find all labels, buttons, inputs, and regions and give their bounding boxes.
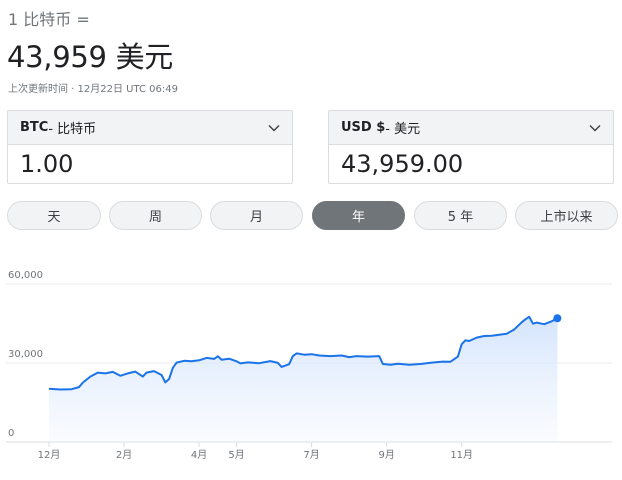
range-button-5-year[interactable]: 5 年 (414, 201, 507, 230)
range-button-year[interactable]: 年 (312, 201, 405, 230)
from-currency-code: BTC (20, 120, 49, 135)
current-price-dot[interactable] (553, 314, 562, 323)
conversion-header: 1 比特币 = (8, 10, 90, 29)
x-tick-label: 9月 (378, 449, 394, 461)
range-button-day[interactable]: 天 (7, 201, 101, 230)
range-button-week[interactable]: 周 (109, 201, 202, 230)
to-amount-input[interactable] (329, 145, 611, 183)
y-tick-label: 30,000 (8, 349, 43, 360)
range-button-month[interactable]: 月 (210, 201, 303, 230)
to-currency-name: - 美元 (385, 122, 421, 137)
converted-value: 43,959 美元 (7, 40, 173, 74)
x-tick-label: 5月 (228, 449, 244, 461)
to-currency-code: USD $ (341, 120, 386, 135)
price-line (48, 315, 558, 391)
to-currency-select[interactable]: USD $ - 美元 (329, 111, 613, 145)
range-button-since-launch[interactable]: 上市以来 (515, 201, 618, 230)
y-tick-label: 60,000 (8, 270, 43, 281)
from-currency-name: - 比特币 (48, 122, 97, 137)
price-chart: 0 30,000 60,000 12月 2月 4月 5月 7月 9月 11月 (6, 270, 612, 461)
x-tick-label: 7月 (303, 449, 319, 461)
price-area (49, 316, 558, 442)
x-tick-label: 11月 (450, 449, 473, 461)
x-tick-label: 4月 (191, 449, 207, 461)
chevron-down-icon (268, 125, 280, 132)
to-currency-box: USD $ - 美元 (328, 110, 614, 184)
from-currency-box: BTC - 比特币 (7, 110, 293, 184)
chevron-down-icon (589, 125, 601, 132)
from-currency-select[interactable]: BTC - 比特币 (8, 111, 292, 145)
x-tick-label: 2月 (116, 449, 132, 461)
time-range-selector: 天 周 月 年 5 年 上市以来 (7, 201, 619, 232)
last-updated: 上次更新时间 · 12月22日 UTC 06:49 (8, 84, 178, 95)
y-tick-label: 0 (8, 428, 14, 439)
x-tick-label: 12月 (38, 449, 61, 461)
from-amount-input[interactable] (8, 145, 290, 183)
